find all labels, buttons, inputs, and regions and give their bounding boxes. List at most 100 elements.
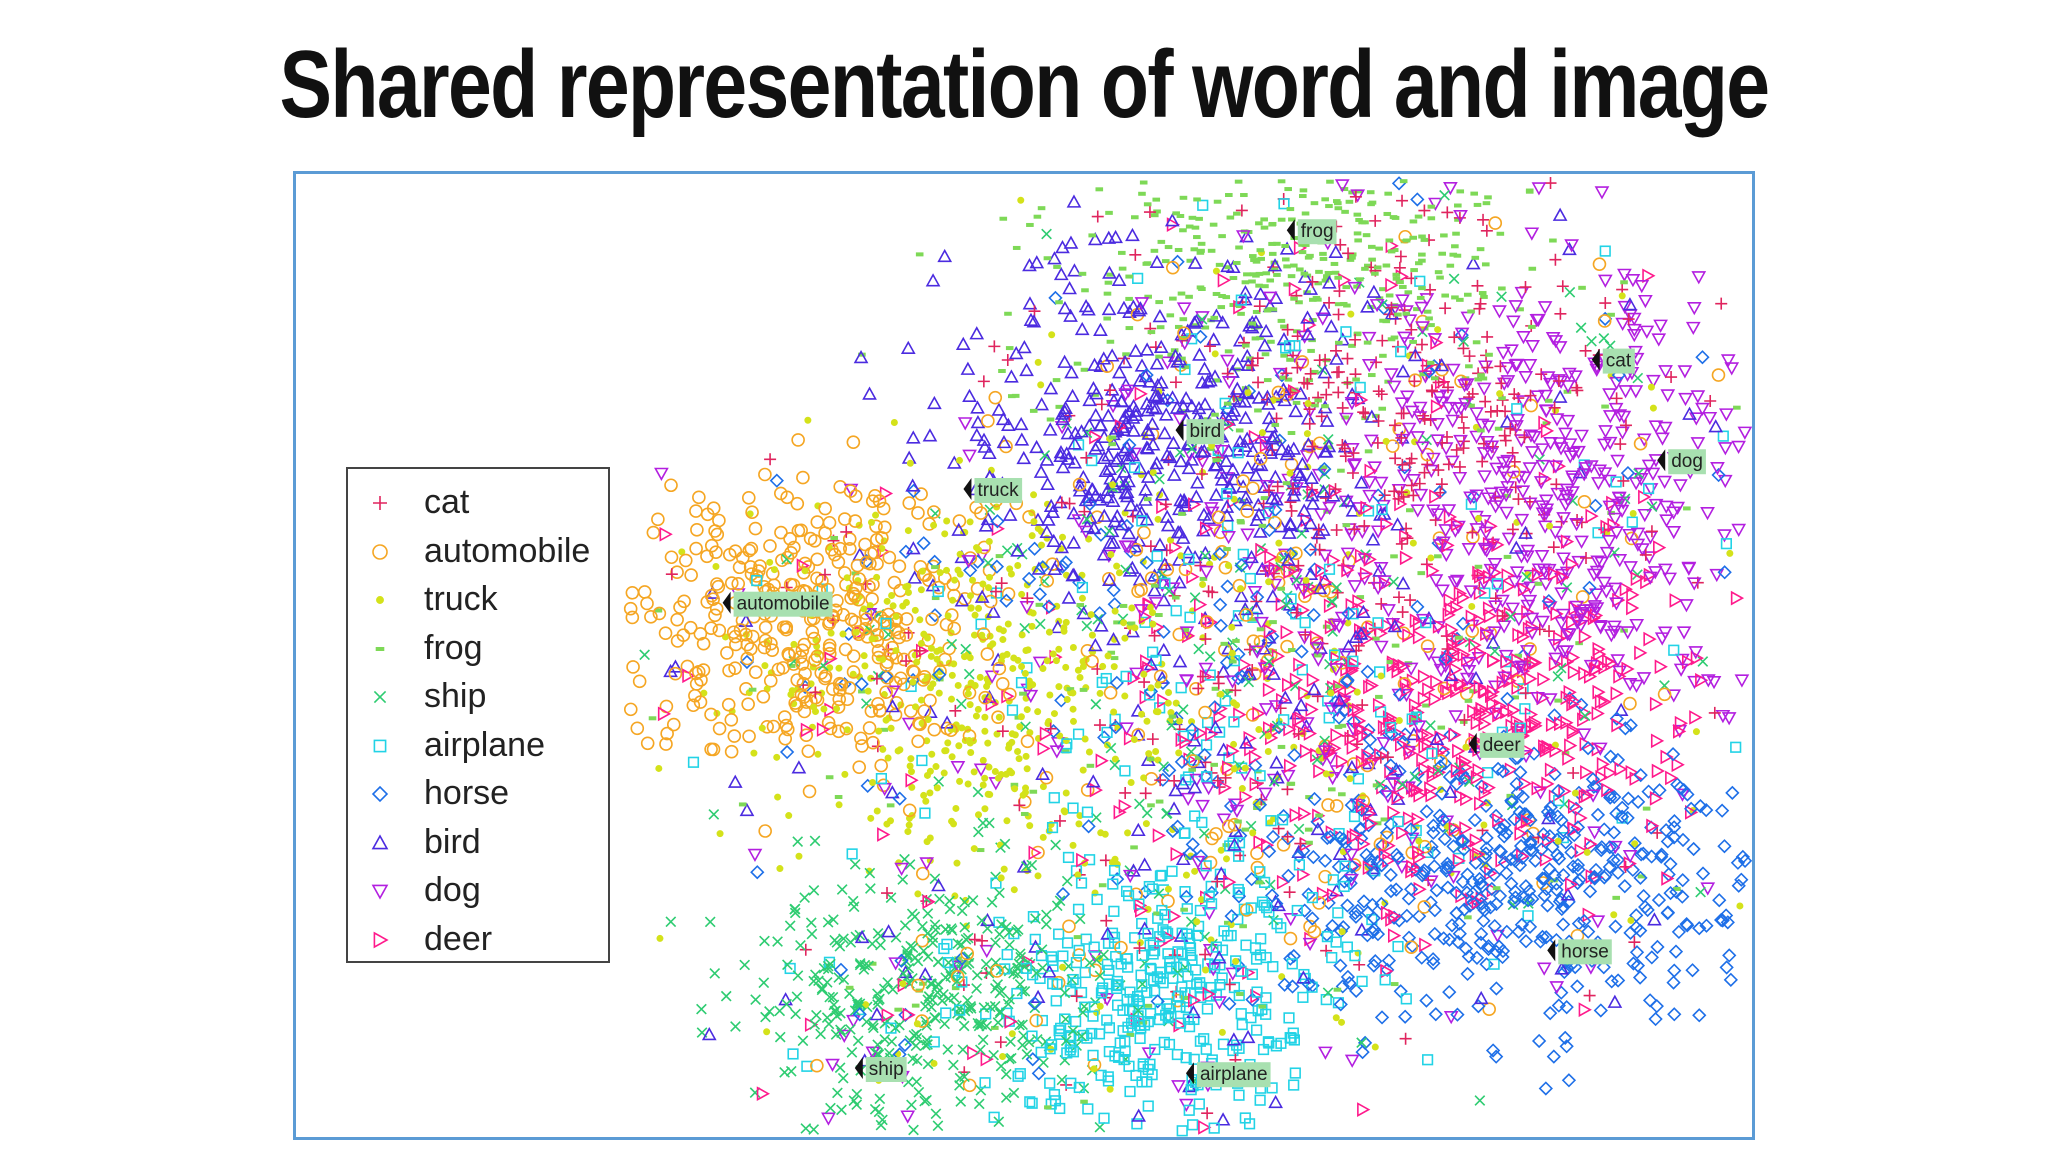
automobile-point [1420,447,1435,462]
airplane-point [1147,948,1159,960]
dog-point [961,555,976,569]
bird-point [1066,506,1082,520]
ship-point [1199,550,1211,562]
frog-point [1229,276,1238,281]
automobile-point [913,717,927,732]
bird-point [1208,487,1224,501]
frog-point [1242,343,1250,348]
bird-point [1084,482,1100,496]
dog-point [1691,271,1707,285]
airplane-point [1154,973,1166,985]
deer-point [1665,770,1679,786]
frog-point [1474,564,1483,569]
deer-point [1169,539,1183,555]
frog-point [1383,211,1392,216]
dog-point [1724,362,1740,376]
cat-point [1549,253,1562,266]
bird-point [1257,479,1273,493]
horse-point [1500,691,1515,707]
truck-point [1059,963,1067,971]
frog-point [1673,886,1681,891]
cat-point [1599,297,1612,310]
dog-point [1535,443,1550,457]
deer-point [1612,592,1626,608]
bird-point [1221,479,1237,493]
bird-point [1227,837,1242,851]
frog-point [1256,248,1265,253]
dog-point [1543,437,1558,451]
bird-point [960,361,976,375]
dog-point [1198,565,1214,579]
dog-point [1071,514,1087,528]
automobile-point [834,677,849,692]
airplane-point [1278,198,1290,210]
dog-point [1522,497,1538,511]
cat-point [1543,625,1556,638]
cat-point [1203,340,1216,353]
automobile-point [1239,608,1254,622]
automobile-point [637,585,652,599]
automobile-point [1062,919,1076,934]
cat-point [1330,523,1343,536]
frog-point [1343,303,1351,308]
cat-point [1359,407,1372,420]
airplane-point [1610,476,1622,488]
airplane-point [1192,929,1204,942]
automobile-point [799,728,814,742]
deer-point [1391,790,1405,806]
frog-point [1127,621,1136,626]
horse-point [1318,853,1333,868]
automobile-point [992,661,1007,676]
airplane-point [1053,928,1065,940]
deer-point [1504,762,1519,778]
bird-point [1149,254,1165,269]
bird-point [1508,540,1524,554]
bird-point [1175,399,1191,413]
frog-point [1222,843,1231,848]
dog-point [1399,390,1415,404]
deer-point [1537,671,1551,687]
dog-point [1655,432,1670,446]
frog-point [1156,325,1165,330]
ship-point [932,956,944,968]
airplane-point [1048,1089,1061,1101]
bird-point [1130,703,1146,717]
dog-point [1562,367,1577,381]
truck-point [766,558,774,566]
truck-point [771,566,779,574]
dog-point [836,1029,852,1043]
ship-point [894,1019,905,1031]
deer-point [1299,743,1314,759]
dog-point [1549,981,1565,995]
bird-point [1647,912,1662,926]
ship-point [1020,860,1032,872]
horse-point [1452,916,1467,931]
ship-point [1094,970,1106,982]
truck-point [1228,649,1236,657]
dog-point [1641,459,1657,473]
ship-point [1076,1030,1088,1042]
bird-point [1286,488,1301,502]
deer-point [1459,821,1473,836]
deer-point [1421,736,1436,752]
truck-point [1069,644,1077,652]
deer-point [1355,392,1369,408]
dog-point [865,1046,881,1060]
dog-point [1731,440,1746,455]
automobile-point [726,625,741,640]
horse-point [1610,865,1626,880]
horse-point [1383,817,1398,832]
truck-point [904,582,912,590]
bird-point [1201,510,1216,525]
airplane-point [1266,1082,1278,1094]
deer-point [1465,892,1479,907]
ship-point [1037,962,1049,974]
ship-point [1013,958,1025,970]
airplane-point [1267,961,1279,973]
truck-point [1199,580,1207,588]
automobile-point [779,718,794,733]
frog-point [1232,260,1241,265]
truck-point [961,653,969,661]
ship-point [882,977,894,988]
airplane-point [1087,1049,1099,1061]
